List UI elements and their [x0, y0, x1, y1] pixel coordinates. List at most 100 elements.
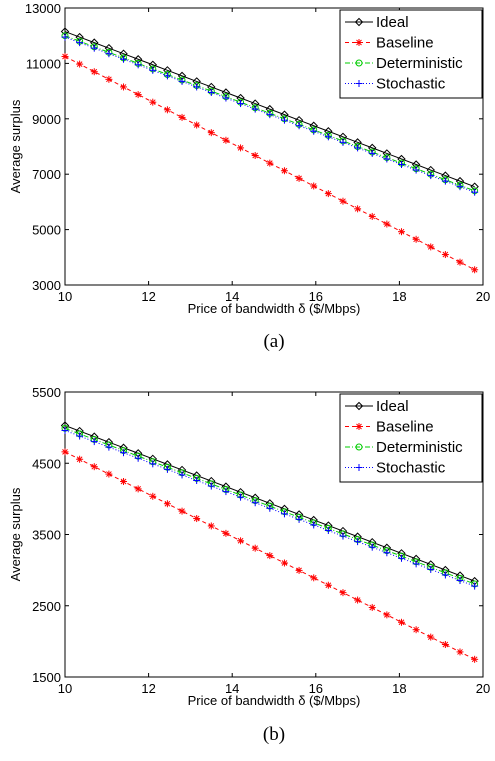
- marker: [207, 129, 215, 137]
- marker-stroke: [471, 656, 478, 663]
- marker: [178, 77, 186, 85]
- legend-label: Baseline: [376, 35, 434, 52]
- marker: [163, 72, 171, 80]
- marker: [412, 166, 420, 174]
- marker: [339, 138, 347, 146]
- marker: [456, 258, 464, 266]
- marker: [61, 52, 69, 60]
- marker-stroke: [237, 537, 244, 544]
- marker: [295, 122, 303, 130]
- marker: [251, 499, 259, 507]
- marker: [295, 174, 303, 182]
- legend-label: Deterministic: [376, 439, 463, 456]
- marker: [383, 155, 391, 163]
- x-tick-label: 10: [58, 681, 72, 696]
- marker: [163, 106, 171, 114]
- marker-stroke: [340, 589, 346, 596]
- legend-marker: [355, 39, 363, 46]
- plot-area: [64, 7, 484, 286]
- marker: [383, 549, 391, 557]
- marker-stroke: [384, 221, 390, 227]
- marker: [149, 66, 157, 74]
- marker-stroke: [237, 145, 244, 151]
- marker: [120, 477, 128, 485]
- marker-stroke: [149, 99, 156, 106]
- marker-stroke: [325, 582, 332, 589]
- y-tick-label: 3000: [32, 278, 61, 293]
- marker: [397, 554, 405, 562]
- x-tick-label: 16: [309, 681, 323, 696]
- legend-marker: [355, 443, 363, 451]
- marker: [193, 83, 201, 91]
- marker-stroke: [164, 106, 171, 113]
- marker: [339, 197, 347, 205]
- marker-stroke: [413, 236, 419, 243]
- marker: [412, 626, 420, 634]
- marker: [76, 455, 84, 463]
- chart: 10 12 14 16 18 20 3000 5000 7000 9000 11000 13000 Pr…: [8, 1, 490, 352]
- marker: [397, 161, 405, 169]
- marker: [134, 61, 142, 69]
- marker: [383, 611, 391, 619]
- marker: [266, 552, 274, 560]
- marker: [324, 527, 332, 535]
- marker: [441, 641, 449, 649]
- marker: [90, 68, 98, 76]
- marker: [266, 159, 274, 167]
- y-tick-label: 13000: [25, 1, 61, 16]
- marker-stroke: [457, 259, 463, 266]
- marker: [310, 521, 318, 529]
- marker-stroke: [354, 597, 361, 603]
- marker: [149, 98, 157, 106]
- marker-stroke: [281, 560, 288, 566]
- marker: [120, 449, 128, 457]
- marker-stroke: [471, 266, 478, 273]
- marker-stroke: [340, 198, 346, 205]
- y-axis-label: Average surplus: [8, 99, 23, 193]
- marker: [222, 136, 230, 144]
- marker-stroke: [135, 91, 142, 98]
- marker-stroke: [457, 649, 463, 655]
- caption: (a): [263, 331, 284, 352]
- marker-stroke: [179, 508, 185, 514]
- y-tick-label: 2500: [32, 599, 61, 614]
- marker: [310, 127, 318, 135]
- marker: [456, 183, 464, 191]
- marker-stroke: [384, 612, 390, 618]
- marker-stroke: [76, 456, 83, 463]
- marker-stroke: [91, 68, 98, 75]
- marker: [61, 33, 69, 41]
- caption: (b): [263, 724, 285, 745]
- marker: [120, 83, 128, 91]
- legend-label: Ideal: [376, 14, 409, 31]
- marker-stroke: [354, 205, 361, 212]
- marker: [105, 50, 113, 58]
- marker-stroke: [62, 448, 68, 455]
- x-axis-label: Price of bandwidth δ ($/Mbps): [188, 693, 361, 708]
- marker: [339, 589, 347, 597]
- y-tick-label: 1500: [32, 670, 61, 685]
- marker: [134, 91, 142, 99]
- series-line: [64, 35, 475, 192]
- marker: [354, 538, 362, 546]
- marker: [61, 448, 69, 456]
- marker-stroke: [427, 244, 434, 250]
- marker-stroke: [106, 76, 112, 83]
- marker: [237, 537, 245, 545]
- marker-stroke: [310, 574, 317, 581]
- marker: [149, 460, 157, 468]
- marker: [310, 574, 318, 582]
- marker-stroke: [179, 114, 185, 121]
- marker: [471, 188, 479, 196]
- marker: [397, 228, 405, 236]
- marker-stroke: [193, 515, 200, 522]
- marker: [193, 515, 201, 523]
- marker: [427, 172, 435, 180]
- marker-stroke: [135, 486, 142, 492]
- x-tick-label: 12: [141, 681, 155, 696]
- y-tick-label: 11000: [26, 56, 61, 71]
- marker: [76, 39, 84, 47]
- marker: [237, 144, 245, 152]
- marker: [354, 205, 362, 213]
